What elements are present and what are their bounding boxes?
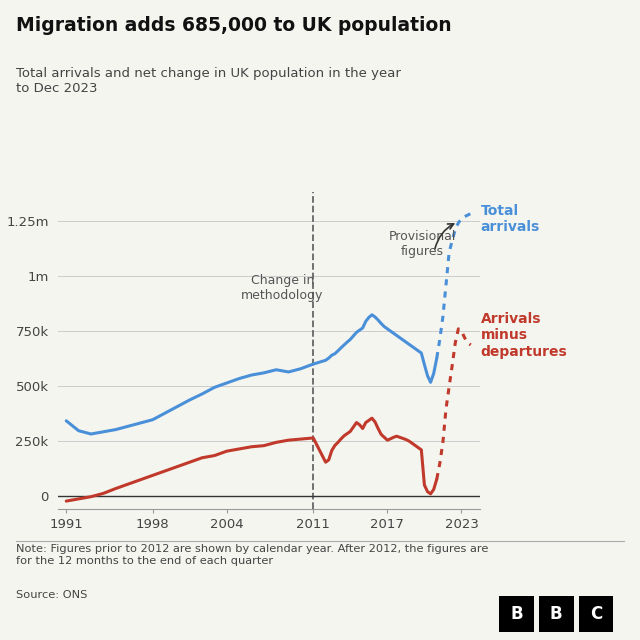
Bar bbox=[539, 596, 573, 632]
Text: B: B bbox=[510, 605, 523, 623]
Text: Arrivals
minus
departures: Arrivals minus departures bbox=[481, 312, 568, 358]
Text: Source: ONS: Source: ONS bbox=[16, 590, 88, 600]
Text: Note: Figures prior to 2012 are shown by calendar year. After 2012, the figures : Note: Figures prior to 2012 are shown by… bbox=[16, 544, 488, 566]
Text: Migration adds 685,000 to UK population: Migration adds 685,000 to UK population bbox=[16, 16, 452, 35]
Text: Change in
methodology: Change in methodology bbox=[241, 274, 324, 302]
Bar bbox=[499, 596, 534, 632]
Text: Total
arrivals: Total arrivals bbox=[481, 204, 540, 234]
Bar bbox=[579, 596, 613, 632]
Text: C: C bbox=[590, 605, 602, 623]
Text: B: B bbox=[550, 605, 563, 623]
Text: Provisional
figures: Provisional figures bbox=[388, 230, 456, 258]
Text: Total arrivals and net change in UK population in the year
to Dec 2023: Total arrivals and net change in UK popu… bbox=[16, 67, 401, 95]
